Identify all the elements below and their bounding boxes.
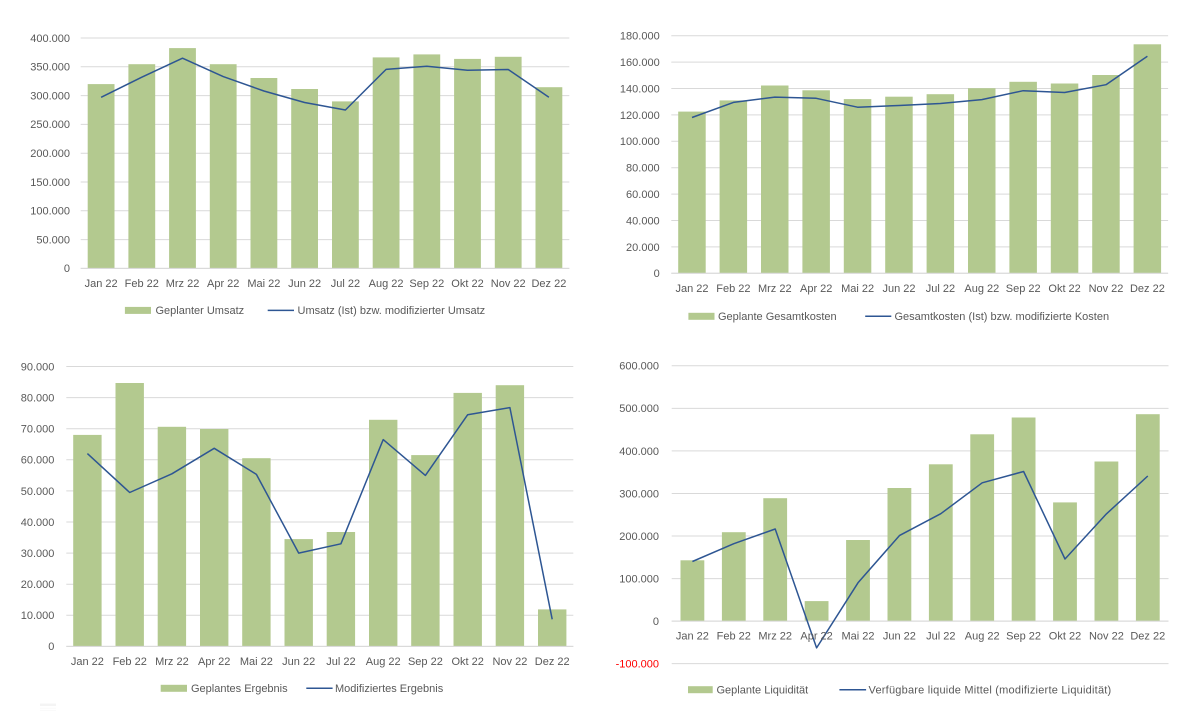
- svg-text:Mai 22: Mai 22: [247, 278, 280, 290]
- svg-text:Okt 22: Okt 22: [451, 278, 483, 290]
- svg-text:Jan 22: Jan 22: [675, 283, 708, 295]
- svg-text:-100.000: -100.000: [616, 659, 659, 671]
- svg-text:80.000: 80.000: [626, 163, 660, 175]
- svg-text:40.000: 40.000: [626, 215, 660, 227]
- svg-text:Mai 22: Mai 22: [841, 283, 874, 295]
- svg-text:Feb 22: Feb 22: [113, 656, 147, 668]
- svg-text:180.000: 180.000: [620, 31, 660, 43]
- svg-text:Mrz 22: Mrz 22: [758, 631, 792, 643]
- svg-text:Nov 22: Nov 22: [492, 656, 527, 668]
- svg-text:120.000: 120.000: [620, 110, 660, 122]
- svg-text:Jul 22: Jul 22: [926, 283, 955, 295]
- svg-text:0: 0: [654, 268, 660, 280]
- svg-text:Jul 22: Jul 22: [326, 656, 355, 668]
- svg-text:90.000: 90.000: [21, 361, 55, 373]
- svg-text:100.000: 100.000: [30, 206, 70, 218]
- svg-text:Apr 22: Apr 22: [800, 631, 832, 643]
- svg-text:20.000: 20.000: [21, 579, 55, 591]
- svg-text:0: 0: [64, 263, 70, 275]
- svg-text:Modifiziertes Ergebnis: Modifiziertes Ergebnis: [335, 683, 444, 695]
- svg-text:Dez 22: Dez 22: [531, 278, 566, 290]
- svg-text:0: 0: [653, 616, 659, 628]
- svg-text:60.000: 60.000: [626, 189, 660, 201]
- svg-text:Mrz 22: Mrz 22: [758, 283, 792, 295]
- svg-text:10.000: 10.000: [21, 610, 55, 622]
- svg-text:Okt 22: Okt 22: [1049, 631, 1081, 643]
- svg-text:400.000: 400.000: [619, 446, 659, 458]
- svg-text:Jun 22: Jun 22: [882, 283, 915, 295]
- svg-text:Geplante Gesamtkosten: Geplante Gesamtkosten: [718, 311, 837, 323]
- svg-text:Aug 22: Aug 22: [965, 631, 1000, 643]
- svg-text:Mrz 22: Mrz 22: [155, 656, 189, 668]
- svg-text:Nov 22: Nov 22: [491, 278, 526, 290]
- svg-text:Jan 22: Jan 22: [676, 631, 709, 643]
- svg-text:40.000: 40.000: [21, 517, 55, 529]
- svg-text:Mai 22: Mai 22: [240, 656, 273, 668]
- svg-text:Nov 22: Nov 22: [1089, 283, 1124, 295]
- svg-text:Okt 22: Okt 22: [451, 656, 483, 668]
- svg-text:Dez 22: Dez 22: [1130, 631, 1165, 643]
- svg-text:Sep 22: Sep 22: [409, 278, 444, 290]
- svg-text:Apr 22: Apr 22: [207, 278, 239, 290]
- svg-text:Jan 22: Jan 22: [71, 656, 104, 668]
- svg-text:140.000: 140.000: [620, 83, 660, 95]
- svg-text:Jun 22: Jun 22: [282, 656, 315, 668]
- svg-text:100.000: 100.000: [619, 573, 659, 585]
- svg-text:20.000: 20.000: [626, 242, 660, 254]
- svg-text:Geplanter Umsatz: Geplanter Umsatz: [156, 305, 245, 317]
- svg-text:400.000: 400.000: [30, 33, 70, 45]
- svg-text:350.000: 350.000: [30, 62, 70, 74]
- svg-text:300.000: 300.000: [619, 488, 659, 500]
- svg-text:Sep 22: Sep 22: [1006, 283, 1041, 295]
- svg-text:Sep 22: Sep 22: [1006, 631, 1041, 643]
- svg-text:Nov 22: Nov 22: [1089, 631, 1124, 643]
- svg-text:250.000: 250.000: [30, 119, 70, 131]
- svg-text:Umsatz (Ist) bzw. modifizierte: Umsatz (Ist) bzw. modifizierter Umsatz: [298, 305, 486, 317]
- svg-text:Okt 22: Okt 22: [1048, 283, 1080, 295]
- svg-text:Geplantes Ergebnis: Geplantes Ergebnis: [191, 683, 288, 695]
- svg-text:Jul 22: Jul 22: [926, 631, 955, 643]
- svg-text:Dez 22: Dez 22: [1130, 283, 1165, 295]
- svg-text:Feb 22: Feb 22: [717, 631, 751, 643]
- svg-text:50.000: 50.000: [36, 234, 70, 246]
- svg-text:Feb 22: Feb 22: [125, 278, 159, 290]
- svg-text:200.000: 200.000: [30, 148, 70, 160]
- svg-text:Geplante Liquidität: Geplante Liquidität: [717, 685, 809, 697]
- svg-text:200.000: 200.000: [619, 531, 659, 543]
- svg-text:0: 0: [48, 641, 54, 653]
- svg-text:Jul 22: Jul 22: [331, 278, 360, 290]
- svg-text:Dez 22: Dez 22: [535, 656, 570, 668]
- svg-text:Feb 22: Feb 22: [716, 283, 750, 295]
- svg-text:Aug 22: Aug 22: [366, 656, 401, 668]
- svg-text:80.000: 80.000: [21, 393, 55, 405]
- svg-text:300.000: 300.000: [30, 90, 70, 102]
- svg-text:Gesamtkosten (Ist) bzw. modifi: Gesamtkosten (Ist) bzw. modifizierte Kos…: [895, 311, 1110, 323]
- svg-text:Verfügbare liquide Mittel (mod: Verfügbare liquide Mittel (modifizierte …: [869, 685, 1112, 697]
- svg-text:Mai 22: Mai 22: [841, 631, 874, 643]
- svg-text:600.000: 600.000: [619, 361, 659, 373]
- svg-text:150.000: 150.000: [30, 177, 70, 189]
- svg-text:Aug 22: Aug 22: [964, 283, 999, 295]
- svg-text:60.000: 60.000: [21, 455, 55, 467]
- svg-text:Jun 22: Jun 22: [883, 631, 916, 643]
- svg-text:160.000: 160.000: [620, 57, 660, 69]
- svg-text:Apr 22: Apr 22: [198, 656, 230, 668]
- svg-text:30.000: 30.000: [21, 548, 55, 560]
- svg-text:Aug 22: Aug 22: [369, 278, 404, 290]
- svg-text:100.000: 100.000: [620, 136, 660, 148]
- svg-text:50.000: 50.000: [21, 486, 55, 498]
- svg-text:Jan 22: Jan 22: [85, 278, 118, 290]
- svg-text:Mrz 22: Mrz 22: [166, 278, 200, 290]
- svg-text:Apr 22: Apr 22: [800, 283, 832, 295]
- svg-text:70.000: 70.000: [21, 424, 55, 436]
- svg-text:500.000: 500.000: [619, 403, 659, 415]
- svg-text:Sep 22: Sep 22: [408, 656, 443, 668]
- svg-text:Jun 22: Jun 22: [288, 278, 321, 290]
